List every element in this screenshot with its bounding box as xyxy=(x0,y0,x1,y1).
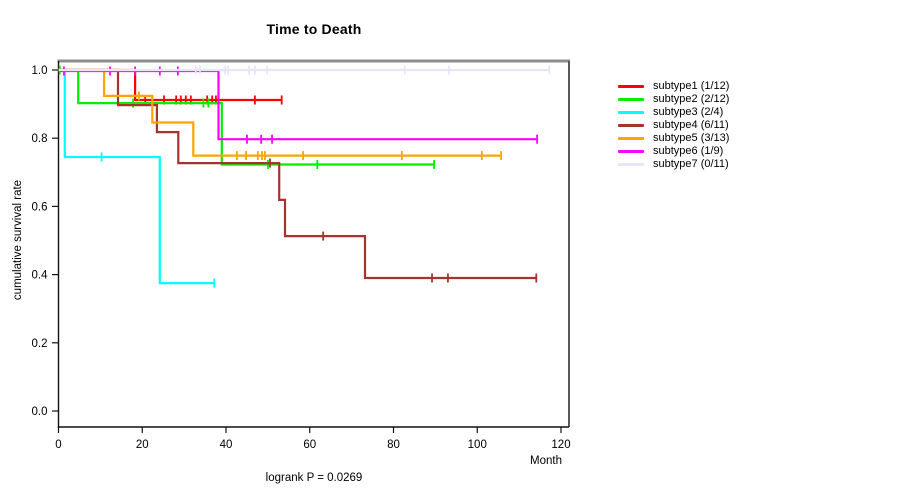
legend-item-4: subtype4 (6/11) xyxy=(618,119,729,132)
legend-item-2: subtype2 (2/12) xyxy=(618,93,729,106)
x-tick-label: 40 xyxy=(220,439,233,451)
legend: subtype1 (1/12) subtype2 (2/12) subtype3 (… xyxy=(618,80,729,171)
legend-label: subtype3 (2/4) xyxy=(653,106,724,118)
y-tick-label: 0.2 xyxy=(32,338,48,350)
legend-item-1: subtype1 (1/12) xyxy=(618,80,729,93)
series-line-4 xyxy=(58,68,538,280)
legend-swatch xyxy=(618,85,644,88)
x-tick-label: 120 xyxy=(551,439,570,451)
y-tick-label: 0.0 xyxy=(32,406,48,418)
y-tick-label: 0.4 xyxy=(32,270,49,282)
y-tick-label: 0.6 xyxy=(32,201,48,213)
x-tick-label: 0 xyxy=(55,439,61,451)
series-line-2 xyxy=(58,68,435,166)
legend-swatch xyxy=(618,150,644,153)
legend-label: subtype2 (2/12) xyxy=(653,93,730,105)
legend-swatch xyxy=(618,137,644,140)
legend-label: subtype6 (1/9) xyxy=(653,145,724,157)
y-tick-label: 0.8 xyxy=(32,133,48,145)
legend-label: subtype7 (0/11) xyxy=(653,158,729,170)
legend-item-6: subtype6 (1/9) xyxy=(618,145,729,158)
x-tick-label: 60 xyxy=(303,439,316,451)
legend-swatch xyxy=(618,124,644,127)
legend-swatch xyxy=(618,98,644,101)
x-tick-label: 20 xyxy=(136,439,149,451)
legend-item-3: subtype3 (2/4) xyxy=(618,106,729,119)
legend-label: subtype4 (6/11) xyxy=(653,119,729,131)
legend-item-5: subtype5 (3/13) xyxy=(618,132,729,145)
x-axis-label: Month xyxy=(530,455,562,467)
legend-swatch xyxy=(618,111,644,114)
logrank-p-value: logrank P = 0.0269 xyxy=(265,472,363,484)
legend-label: subtype5 (3/13) xyxy=(653,132,730,144)
legend-item-7: subtype7 (0/11) xyxy=(618,158,729,171)
x-tick-label: 80 xyxy=(387,439,400,451)
legend-swatch xyxy=(618,163,644,166)
legend-label: subtype1 (1/12) xyxy=(653,80,730,92)
chart-title: Time to Death xyxy=(266,21,362,37)
y-tick-label: 1.0 xyxy=(32,65,48,77)
series-line-5 xyxy=(58,68,502,157)
x-tick-label: 100 xyxy=(468,439,487,451)
